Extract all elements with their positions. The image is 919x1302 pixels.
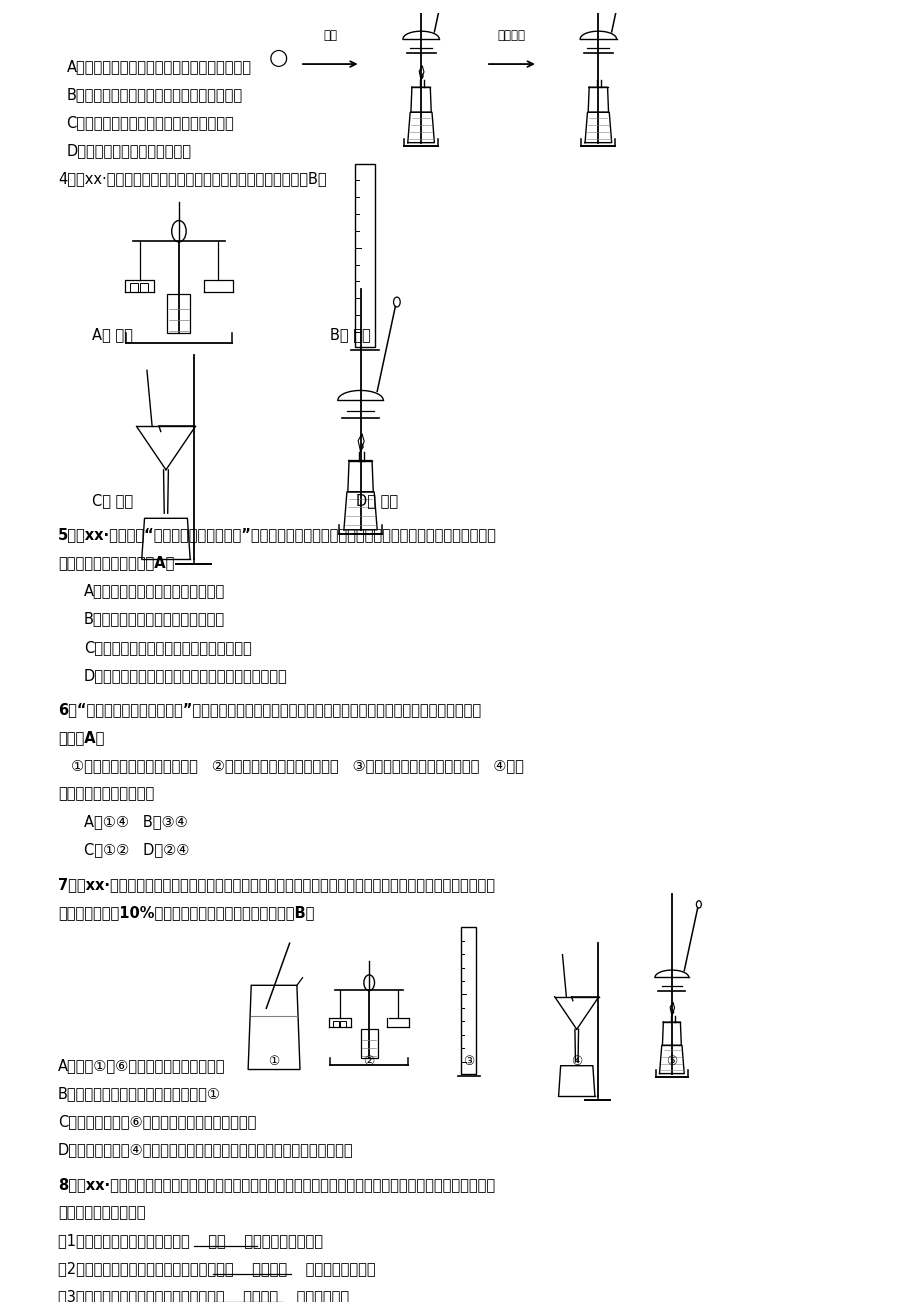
Text: 停止加热: 停止加热	[497, 30, 526, 43]
Text: ⑤: ⑤	[665, 1056, 676, 1069]
Text: ○: ○	[268, 48, 288, 68]
Text: A．操作①和⑥中玻璃棒的作用是相同的: A．操作①和⑥中玻璃棒的作用是相同的	[58, 1059, 225, 1073]
Text: B．过滤：直接将粗盐水倒入漏斗中: B．过滤：直接将粗盐水倒入漏斗中	[84, 612, 224, 626]
Bar	[360, 1029, 378, 1057]
Text: C． 过滤: C． 过滤	[92, 493, 133, 508]
Text: 小明来解答下列问题。: 小明来解答下列问题。	[58, 1204, 145, 1220]
Bar	[167, 294, 190, 333]
Text: A．溶解：用玻璃棒搁拌以加速溶解: A．溶解：用玻璃棒搁拌以加速溶解	[84, 583, 225, 599]
Text: B． 溶解: B． 溶解	[330, 327, 370, 342]
Text: D． 蒸发: D． 蒸发	[356, 493, 398, 508]
Text: B．当蒸发皿中有少量固体析出时就停止加热: B．当蒸发皿中有少量固体析出时就停止加热	[66, 87, 243, 102]
Text: A． 称量: A． 称量	[92, 327, 133, 342]
Text: C．停止加热后蒸发皿不能直接放在桂面上: C．停止加热后蒸发皿不能直接放在桂面上	[66, 116, 234, 130]
Text: ①溶解步骤中，粗盐未充分溶解   ②过滤步骤中，得到的滤液浑浊   ③蒸发步骤中，有液滴飞溅现象   ④蒸发: ①溶解步骤中，粗盐未充分溶解 ②过滤步骤中，得到的滤液浑浊 ③蒸发步骤中，有液滴…	[71, 758, 523, 773]
Bar	[355, 164, 374, 348]
Text: D．停止加热后还需要继续搁拌: D．停止加热后还需要继续搁拌	[66, 143, 191, 159]
Text: 的是（A）: 的是（A）	[58, 730, 104, 745]
Text: A．①④   B．③④: A．①④ B．③④	[84, 815, 187, 829]
Bar	[340, 1021, 346, 1027]
Text: ①: ①	[268, 1056, 279, 1069]
Bar	[130, 283, 138, 292]
Text: B．甲实验和乙实验都要用到实验操作①: B．甲实验和乙实验都要用到实验操作①	[58, 1086, 221, 1101]
Bar	[333, 1021, 338, 1027]
Text: D．乙实验在操作④时，若仰视读数，会使所配制溶液的溶质质量分数偏小: D．乙实验在操作④时，若仰视读数，会使所配制溶液的溶质质量分数偏小	[58, 1142, 353, 1157]
Text: ②: ②	[363, 1056, 374, 1069]
Text: C．蒸发：等蒸发皿中水分蒸干便停止加热: C．蒸发：等蒸发皿中水分蒸干便停止加热	[84, 639, 251, 655]
Text: 6．“粗盐中难溶性杂质的去除”实验活动中，出现下列情况付继续实验，有可能造成计算出的精盐产率偏低: 6．“粗盐中难溶性杂质的去除”实验活动中，出现下列情况付继续实验，有可能造成计算…	[58, 702, 481, 717]
Text: （3）在蒸发实验操作中，当蒸发皿中出现    较多固体    时停止加热。: （3）在蒸发实验操作中，当蒸发皿中出现 较多固体 时停止加热。	[58, 1289, 348, 1302]
Text: （2）经过滤后，食盐水仍浑浊的可能原因是    滤纸破损    （答一点即可）。: （2）经过滤后，食盐水仍浑浊的可能原因是 滤纸破损 （答一点即可）。	[58, 1262, 375, 1276]
Bar	[140, 283, 148, 292]
Text: 8．（xx·丹东）小明在进行粗盐提纯和配制一定溶质质量分数的氯化钙溶液时，遇到了如下的问题，请你帮助: 8．（xx·丹东）小明在进行粗盐提纯和配制一定溶质质量分数的氯化钙溶液时，遇到了…	[58, 1177, 494, 1191]
Text: ④: ④	[571, 1056, 582, 1069]
Text: 溶质质量分数为10%的氯化钙溶液。下列说法正确的是（B）: 溶质质量分数为10%的氯化钙溶液。下列说法正确的是（B）	[58, 905, 314, 921]
Text: A．玻璃棒不断搁拌的目的是防止局部温度过高: A．玻璃棒不断搁拌的目的是防止局部温度过高	[66, 59, 251, 74]
Text: ③: ③	[462, 1056, 474, 1069]
Polygon shape	[248, 986, 300, 1069]
Text: 4．（xx·宁波）在粗盐提纯的实验中，下列操作不规范的是（B）: 4．（xx·宁波）在粗盐提纯的实验中，下列操作不规范的是（B）	[58, 172, 326, 186]
Text: 加热: 加热	[323, 30, 337, 43]
Text: C．①②   D．②④: C．①② D．②④	[84, 842, 189, 858]
Text: D．计算产率：将精盐直接转移到天平的托盘上称量: D．计算产率：将精盐直接转移到天平的托盘上称量	[84, 668, 288, 682]
Bar	[460, 927, 476, 1074]
Text: 7．（xx·呼和浩特）选择下列部分实验操作可完成两个实验，甲实验为除去粗盐中难溶性杂质，乙实验为配制: 7．（xx·呼和浩特）选择下列部分实验操作可完成两个实验，甲实验为除去粗盐中难溶…	[58, 878, 494, 892]
Text: C．甲实验在操作⑥时，将水全部蒸发后停止加热: C．甲实验在操作⑥时，将水全部蒸发后停止加热	[58, 1115, 256, 1129]
Text: 5．（xx·邵阳）在“粗盐难溶性杂质的去除”实验中，操作步骤为溶解、过滤、蒸发、计算产率。下列各步骤: 5．（xx·邵阳）在“粗盐难溶性杂质的去除”实验中，操作步骤为溶解、过滤、蒸发、…	[58, 527, 496, 543]
Text: 中的一些做法正确的是（A）: 中的一些做法正确的是（A）	[58, 556, 174, 570]
Text: 步骤中，得到的固体潮湿: 步骤中，得到的固体潮湿	[58, 786, 154, 802]
Text: （1）粗盐提纯的步骤为：溶解、    过滤    、蒸发、计算产率。: （1）粗盐提纯的步骤为：溶解、 过滤 、蒸发、计算产率。	[58, 1233, 323, 1249]
